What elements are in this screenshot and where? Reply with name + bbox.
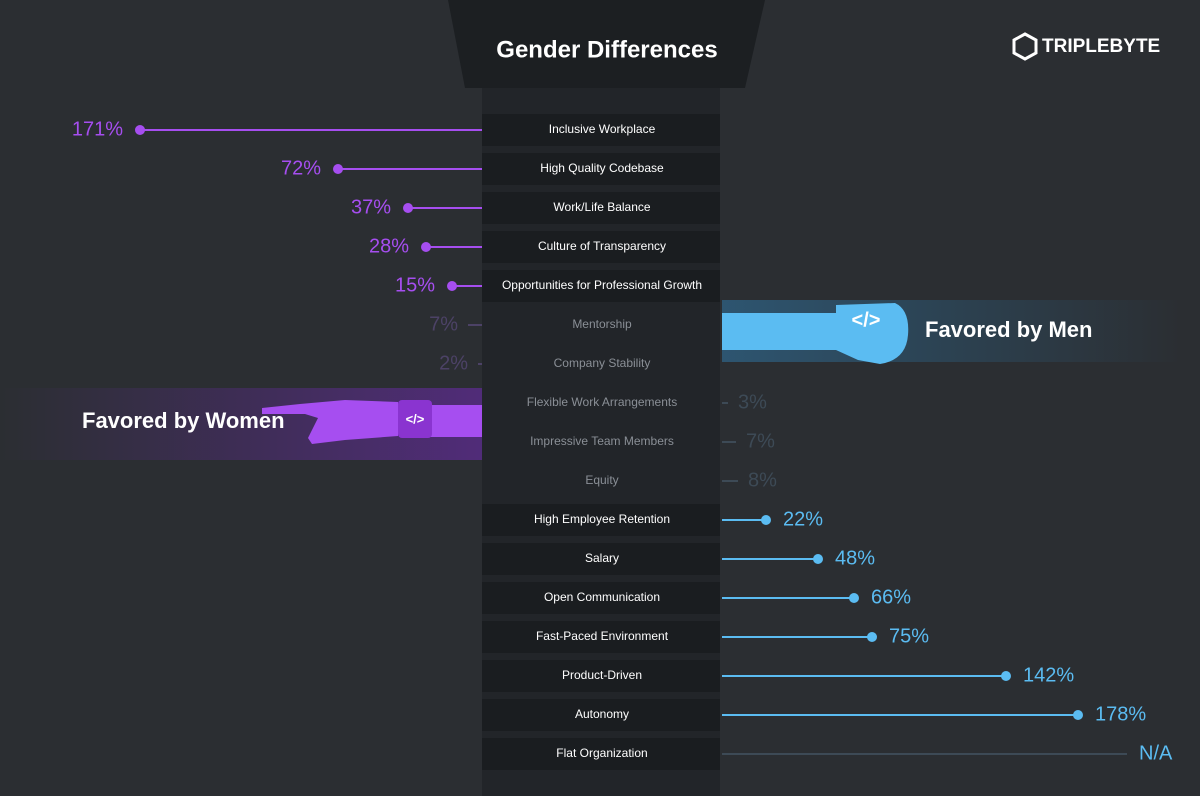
dot bbox=[135, 125, 145, 135]
value-label: 178% bbox=[1095, 703, 1146, 725]
women-hand: </> bbox=[0, 388, 482, 460]
row-label: Impressive Team Members bbox=[530, 434, 674, 448]
fist bbox=[836, 303, 909, 364]
row-box bbox=[482, 504, 720, 536]
row-box bbox=[482, 621, 720, 653]
row-box bbox=[482, 114, 720, 146]
dot bbox=[447, 281, 457, 291]
row-box bbox=[482, 582, 720, 614]
row-box bbox=[482, 543, 720, 575]
men-hand: </> bbox=[722, 300, 1182, 364]
value-label: 7% bbox=[746, 430, 775, 452]
row-box bbox=[482, 231, 720, 263]
value-label: 66% bbox=[871, 586, 911, 608]
dot bbox=[813, 554, 823, 564]
code-icon: </> bbox=[852, 309, 881, 331]
value-label: 72% bbox=[281, 157, 321, 179]
row-label: Flexible Work Arrangements bbox=[527, 395, 678, 409]
row-label: Open Communication bbox=[544, 590, 660, 604]
dot bbox=[1073, 710, 1083, 720]
row-box bbox=[482, 738, 720, 770]
dot bbox=[1001, 671, 1011, 681]
row-label: High Quality Codebase bbox=[540, 161, 664, 175]
dot bbox=[867, 632, 877, 642]
title-banner bbox=[448, 0, 765, 88]
row-box bbox=[482, 270, 720, 302]
arm bbox=[722, 313, 840, 350]
value-label: 142% bbox=[1023, 664, 1074, 686]
value-label: 171% bbox=[72, 118, 123, 140]
value-label: 48% bbox=[835, 547, 875, 569]
value-label: 2% bbox=[439, 352, 468, 374]
row-label: High Employee Retention bbox=[534, 512, 670, 526]
row-label: Work/Life Balance bbox=[553, 200, 650, 214]
row-label: Inclusive Workplace bbox=[549, 122, 656, 136]
row-label: Autonomy bbox=[575, 707, 629, 721]
row-label: Flat Organization bbox=[556, 746, 647, 760]
arm bbox=[430, 405, 482, 437]
value-label: N/A bbox=[1139, 742, 1173, 764]
value-label: 75% bbox=[889, 625, 929, 647]
legend-men: Favored by Men bbox=[925, 317, 1092, 342]
hand bbox=[262, 400, 398, 444]
value-label: 3% bbox=[738, 391, 767, 413]
row-label: Product-Driven bbox=[562, 668, 642, 682]
row-label: Salary bbox=[585, 551, 619, 565]
value-label: 37% bbox=[351, 196, 391, 218]
legend-women: Favored by Women bbox=[82, 408, 285, 433]
dot bbox=[761, 515, 771, 525]
value-label: 8% bbox=[748, 469, 777, 491]
dot bbox=[403, 203, 413, 213]
logo-icon bbox=[1012, 32, 1038, 61]
cuff bbox=[398, 400, 432, 438]
brand: TRIPLEBYTE bbox=[1042, 36, 1160, 57]
row-label: Company Stability bbox=[554, 356, 651, 370]
value-label: 22% bbox=[783, 508, 823, 530]
value-label: 28% bbox=[369, 235, 409, 257]
row-label: Culture of Transparency bbox=[538, 239, 666, 253]
row-box bbox=[482, 153, 720, 185]
row-label: Mentorship bbox=[572, 317, 632, 331]
row-box bbox=[482, 699, 720, 731]
dot bbox=[421, 242, 431, 252]
value-label: 7% bbox=[429, 313, 458, 335]
row-label: Opportunities for Professional Growth bbox=[502, 278, 702, 292]
dot bbox=[333, 164, 343, 174]
chart-title: Gender Differences bbox=[496, 36, 717, 63]
dot bbox=[849, 593, 859, 603]
row-box bbox=[482, 660, 720, 692]
row-label: Fast-Paced Environment bbox=[536, 629, 669, 643]
value-label: 15% bbox=[395, 274, 435, 296]
row-label: Equity bbox=[585, 473, 618, 487]
logo: TRIPLEBYTE bbox=[1012, 32, 1160, 61]
row-box bbox=[482, 192, 720, 224]
code-icon: </> bbox=[406, 411, 425, 426]
